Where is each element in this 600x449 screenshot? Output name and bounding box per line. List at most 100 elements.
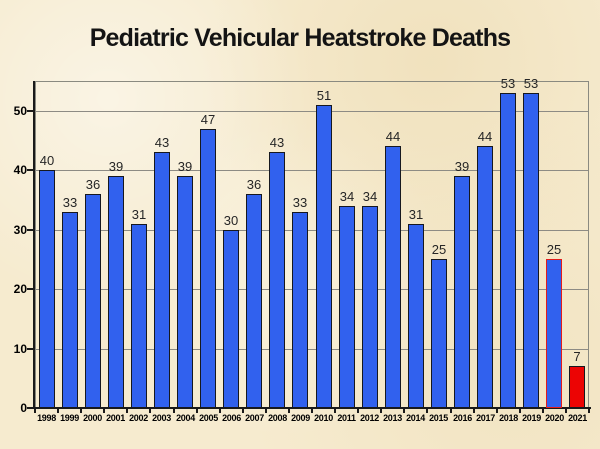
- x-axis-tick-label-2006: 2006: [222, 413, 241, 423]
- x-axis-tick: [403, 409, 405, 413]
- x-axis-tick: [542, 409, 544, 413]
- bar-2010: [316, 105, 332, 408]
- x-axis-tick: [34, 409, 36, 413]
- x-axis-tick-label-2018: 2018: [499, 413, 518, 423]
- x-axis-tick-label-2015: 2015: [429, 413, 448, 423]
- y-axis-tick-30: [27, 229, 33, 231]
- bar-2011: [339, 206, 355, 408]
- bar-value-2017: 44: [477, 129, 493, 144]
- bar-2001: [108, 176, 124, 408]
- bar-value-2020: 25: [546, 242, 562, 257]
- bar-2007: [246, 194, 262, 408]
- x-axis-tick-label-2008: 2008: [268, 413, 287, 423]
- x-axis-tick: [334, 409, 336, 413]
- x-axis-tick: [565, 409, 567, 413]
- x-axis-tick: [265, 409, 267, 413]
- x-axis-tick: [149, 409, 151, 413]
- gridline-10: [36, 349, 588, 350]
- x-axis-tick-label-2012: 2012: [360, 413, 379, 423]
- x-axis-tick-label-2005: 2005: [199, 413, 218, 423]
- bar-2015: [431, 259, 447, 408]
- bar-value-2012: 34: [362, 189, 378, 204]
- bar-2012: [362, 206, 378, 408]
- x-axis-tick: [519, 409, 521, 413]
- bar-2014: [408, 224, 424, 408]
- gridline-20: [36, 289, 588, 290]
- gridline-40: [36, 170, 588, 171]
- x-axis-tick: [242, 409, 244, 413]
- x-axis-tick-label-2021: 2021: [568, 413, 587, 423]
- x-axis-tick-label-2011: 2011: [337, 413, 356, 423]
- x-axis-tick-label-1998: 1998: [37, 413, 56, 423]
- bar-1999: [62, 212, 78, 408]
- y-axis-tick-label-20: 20: [13, 282, 27, 296]
- x-axis-tick: [57, 409, 59, 413]
- x-axis-tick-label-2010: 2010: [314, 413, 333, 423]
- bar-value-2004: 39: [177, 159, 193, 174]
- bar-value-2003: 43: [154, 135, 170, 150]
- bar-2018: [500, 93, 516, 408]
- bar-value-2005: 47: [200, 112, 216, 127]
- bar-2016: [454, 176, 470, 408]
- bar-value-2011: 34: [339, 189, 355, 204]
- x-axis-tick: [219, 409, 221, 413]
- x-axis-tick: [426, 409, 428, 413]
- x-axis-tick-label-2003: 2003: [152, 413, 171, 423]
- bar-value-2009: 33: [292, 195, 308, 210]
- bar-value-2015: 25: [431, 242, 447, 257]
- y-axis-line: [33, 81, 35, 409]
- y-axis-tick-20: [27, 288, 33, 290]
- x-axis-tick-label-2004: 2004: [176, 413, 195, 423]
- x-axis-tick: [473, 409, 475, 413]
- x-axis-tick: [588, 409, 590, 413]
- bar-2003: [154, 152, 170, 408]
- bar-value-2006: 30: [223, 213, 239, 228]
- x-axis-tick-label-2009: 2009: [291, 413, 310, 423]
- y-axis-tick-label-10: 10: [13, 342, 27, 356]
- x-axis-tick: [103, 409, 105, 413]
- bar-value-2007: 36: [246, 177, 262, 192]
- x-axis-tick: [126, 409, 128, 413]
- bar-value-2002: 31: [131, 207, 147, 222]
- x-axis-tick-label-2002: 2002: [129, 413, 148, 423]
- bar-value-1999: 33: [62, 195, 78, 210]
- bar-value-2016: 39: [454, 159, 470, 174]
- x-axis-tick-label-2000: 2000: [83, 413, 102, 423]
- bar-2013: [385, 146, 401, 408]
- x-axis-tick: [450, 409, 452, 413]
- bar-2020: [546, 259, 562, 408]
- bar-value-2008: 43: [269, 135, 285, 150]
- x-axis-tick: [357, 409, 359, 413]
- x-axis-tick-label-2007: 2007: [245, 413, 264, 423]
- bar-2005: [200, 129, 216, 408]
- bar-2009: [292, 212, 308, 408]
- bar-value-2010: 51: [316, 88, 332, 103]
- x-axis-tick: [311, 409, 313, 413]
- x-axis-tick-label-2020: 2020: [545, 413, 564, 423]
- bar-value-2001: 39: [108, 159, 124, 174]
- bar-value-2014: 31: [408, 207, 424, 222]
- x-axis-tick-label-2019: 2019: [522, 413, 541, 423]
- bar-value-1998: 40: [39, 153, 55, 168]
- x-axis-tick-label-1999: 1999: [60, 413, 79, 423]
- x-axis-tick: [380, 409, 382, 413]
- y-axis-tick-40: [27, 169, 33, 171]
- gridline-50: [36, 111, 588, 112]
- y-axis-tick-50: [27, 110, 33, 112]
- x-axis-tick-label-2013: 2013: [383, 413, 402, 423]
- bar-2004: [177, 176, 193, 408]
- x-axis-tick: [196, 409, 198, 413]
- bar-2008: [269, 152, 285, 408]
- bar-2017: [477, 146, 493, 408]
- y-axis-tick-label-30: 30: [13, 223, 27, 237]
- x-axis-tick-label-2014: 2014: [406, 413, 425, 423]
- y-axis-tick-label-0: 0: [20, 401, 27, 415]
- x-axis-line: [33, 407, 591, 409]
- y-axis-tick-label-50: 50: [13, 104, 27, 118]
- bar-2019: [523, 93, 539, 408]
- y-axis-tick-10: [27, 348, 33, 350]
- bar-value-2018: 53: [500, 76, 516, 91]
- bar-value-2019: 53: [523, 76, 539, 91]
- bar-value-2013: 44: [385, 129, 401, 144]
